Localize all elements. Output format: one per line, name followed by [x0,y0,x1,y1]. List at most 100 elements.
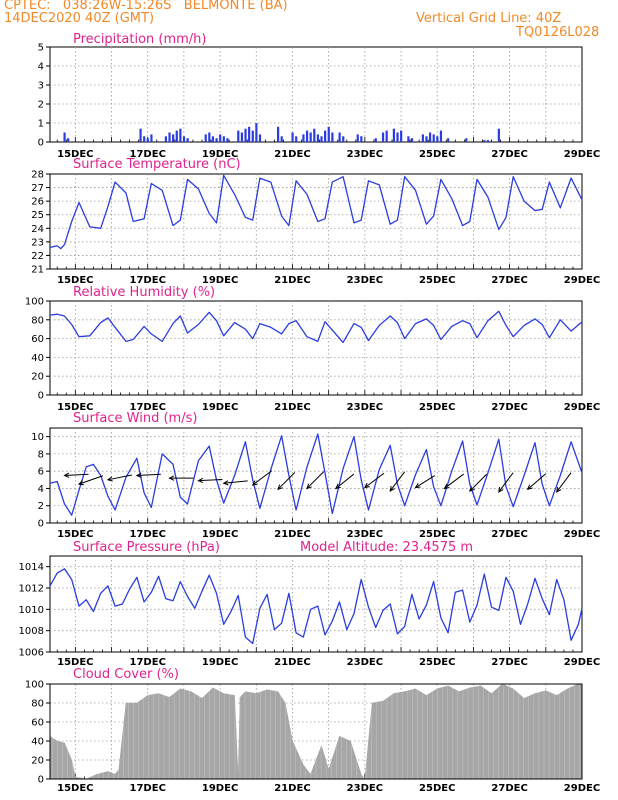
cloud-area-segment [321,745,329,780]
wind-xtick-label: 17DEC [130,529,166,540]
rh-ytick-label: 80 [31,315,44,326]
wind-vector-shaft [198,478,223,482]
rh-ytick-label: 40 [31,353,44,364]
precip-bar [497,128,500,142]
wind-vector-shaft [527,473,547,490]
pres-title: Surface Pressure (hPa) [73,540,220,555]
cloud-title: Cloud Cover (%) [73,667,179,682]
precip-bar [324,130,327,142]
wind-vector-shaft [64,473,89,476]
precip-bar [175,130,178,142]
wind-ytick-label: 0 [38,519,44,530]
wind-xtick-label: 23DEC [347,529,383,540]
precip-bar [67,138,70,142]
precip-bar [179,128,182,142]
precip-bar [407,136,410,142]
wind-vector-head [414,483,421,489]
precip-bar [331,132,334,142]
pres-xtick-label: 27DEC [491,657,527,668]
pres-ytick-label: 1006 [19,648,44,659]
precip-bar [280,136,283,142]
wind-vector-head [556,486,562,493]
rh-xtick-label: 27DEC [491,402,527,413]
cloud-xtick-label: 27DEC [491,783,527,794]
precip-bar [385,130,388,142]
precip-bar [251,130,254,142]
cloud-area-segment [292,740,304,780]
rh-xtick-label: 23DEC [347,402,383,413]
precip-bar [291,132,294,142]
wind-vector-head [222,480,229,486]
cloud-area-segment [350,740,362,780]
precip-bar [360,136,363,142]
wind-vector-shaft [556,472,572,493]
wind-xtick-label: 25DEC [419,529,455,540]
precip-bar [63,132,66,142]
cloud-xtick-label: 21DEC [274,783,310,794]
temp-line [49,174,583,250]
temp-xtick-label: 17DEC [130,275,166,286]
rh-frame [49,300,583,396]
cloud-ytick-label: 20 [31,756,44,767]
precip-title: Precipitation (mm/h) [73,32,206,47]
precip-bar [255,123,258,142]
pres-xtick-label: 23DEC [347,657,383,668]
precip-bar [204,134,207,142]
cloud-area-segment [469,685,481,780]
temp-xtick-label: 23DEC [347,275,383,286]
rh-title: Relative Humidity (%) [73,285,215,300]
wind-ytick-label: 2 [38,501,44,512]
cloud-xtick-label: 17DEC [130,783,166,794]
precip-bar [436,136,439,142]
wind-vector-head [63,472,70,478]
rh-xtick-label: 19DEC [202,402,238,413]
temp-xtick-label: 21DEC [274,275,310,286]
wind-vector-shaft [277,472,296,490]
cloud-area-segment [284,702,293,780]
precip-bar [182,136,186,142]
rh-line [49,310,583,344]
precip-bar [146,138,149,142]
precip-xtick-label: 21DEC [274,149,310,160]
precip-bar [277,126,280,142]
precip-bar [374,138,377,142]
wind-vector-shaft [107,474,133,481]
precip-xtick-label: 29DEC [564,149,600,160]
cloud-xtick-label: 15DEC [57,783,93,794]
precip-bar [396,132,399,142]
precip-bar [392,128,396,142]
precip-bar [316,134,320,142]
cloud-area-segment [201,687,214,780]
wind-vector-shaft [364,472,385,488]
precip-bar [309,132,312,142]
wind-vector-head [77,480,84,486]
pres-xtick-label: 29DEC [564,657,600,668]
rh-xtick-label: 17DEC [130,402,166,413]
temp-ytick-label: 26 [31,197,44,208]
wind-vector-shaft [252,470,273,486]
precip-bar [381,132,385,142]
precip-bar [400,130,403,142]
cloud-xtick-label: 25DEC [419,783,455,794]
wind-ytick-label: 10 [31,432,44,443]
precip-bar [168,132,171,142]
precip-xtick-label: 17DEC [130,149,166,160]
wind-vector-head [363,482,370,489]
cloud-ytick-label: 0 [38,775,44,786]
precip-bar [483,140,486,142]
rh-ytick-label: 100 [25,297,44,308]
wind-vector-head [251,480,258,486]
precip-bar [222,136,225,142]
precip-bar [172,134,175,142]
precip-ytick-label: 0 [38,138,44,149]
wind-vector-head [468,486,475,492]
cloud-area-segment [125,702,138,780]
precip-xtick-label: 23DEC [347,149,383,160]
temp-frame [49,173,583,270]
precip-bar [211,136,215,142]
rh-ytick-label: 60 [31,334,44,345]
precip-bar [164,136,168,142]
cloud-area-segment [56,740,65,780]
wind-vector-shaft [498,472,514,493]
